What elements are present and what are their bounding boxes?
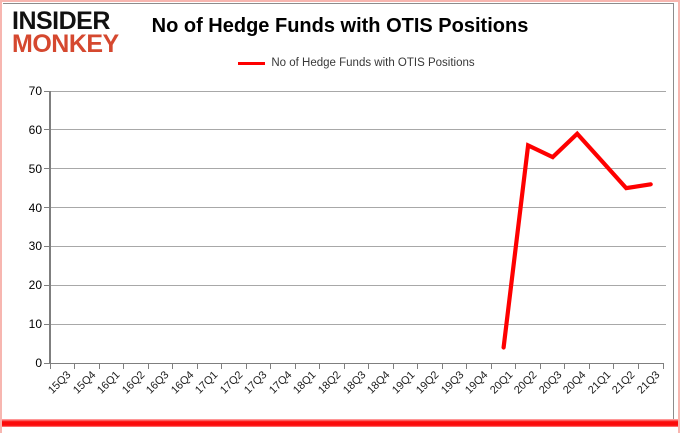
x-tick-label-20Q2: 20Q2 [512, 369, 540, 397]
x-axis-line [49, 362, 664, 364]
x-tick-mark [564, 363, 566, 369]
legend: No of Hedge Funds with OTIS Positions [50, 57, 663, 69]
y-tick-label-0: 0 [35, 356, 42, 370]
x-tick-mark [441, 363, 443, 369]
x-tick-mark [123, 363, 125, 369]
y-tick-70 [44, 90, 50, 92]
chart-border-top [3, 3, 674, 4]
x-tick-label-16Q2: 16Q2 [119, 369, 148, 397]
y-tick-label-20: 20 [28, 278, 42, 293]
series-chart-svg [501, 130, 653, 350]
x-tick-label-17Q1: 17Q1 [193, 369, 221, 397]
x-tick-label-21Q3: 21Q3 [634, 369, 663, 397]
x-tick-mark [270, 363, 272, 369]
x-tick-label-21Q1: 21Q1 [585, 369, 614, 397]
logo-text-insider: INSIDER [12, 7, 110, 35]
x-tick-mark [662, 363, 664, 369]
x-tick-label-16Q1: 16Q1 [95, 369, 123, 397]
y-tick-20 [44, 284, 50, 286]
x-tick-label-19Q1: 19Q1 [389, 369, 418, 397]
y-tick-30 [44, 245, 50, 247]
x-tick-label-18Q3: 18Q3 [340, 369, 368, 397]
y-axis-line [49, 91, 51, 364]
y-tick-10 [44, 323, 50, 325]
x-tick-label-20Q4: 20Q4 [561, 369, 589, 397]
x-tick-label-17Q4: 17Q4 [266, 369, 295, 397]
x-tick-mark [539, 363, 541, 369]
x-tick-mark [319, 363, 321, 369]
x-tick-mark [368, 363, 370, 369]
gridline-60 [50, 129, 666, 131]
x-tick-mark [588, 363, 590, 369]
y-tick-40 [44, 207, 50, 209]
y-tick-label-60: 60 [28, 122, 42, 137]
y-tick-label-10: 10 [28, 317, 42, 332]
chart-title: No of Hedge Funds with OTIS Positions [151, 15, 529, 37]
y-tick-label-30: 30 [28, 239, 42, 254]
x-tick-mark [49, 363, 51, 369]
gridline-30 [50, 245, 666, 247]
x-tick-mark [245, 363, 247, 369]
x-tick-mark [343, 363, 345, 369]
x-tick-label-18Q2: 18Q2 [315, 369, 344, 397]
x-tick-label-17Q2: 17Q2 [217, 369, 246, 397]
y-tick-label-70: 70 [28, 84, 42, 98]
x-tick-mark [74, 363, 76, 369]
gridline-70 [50, 90, 666, 92]
x-tick-mark [221, 363, 223, 369]
x-tick-label-15Q4: 15Q4 [70, 369, 99, 397]
x-tick-label-21Q2: 21Q2 [610, 369, 638, 397]
x-tick-mark [294, 363, 296, 369]
x-tick-label-20Q3: 20Q3 [536, 369, 565, 397]
gridline-10 [50, 323, 666, 325]
x-tick-label-19Q2: 19Q2 [414, 369, 442, 397]
x-tick-mark [196, 363, 198, 369]
x-tick-label-16Q4: 16Q4 [168, 369, 197, 397]
gridline-50 [50, 168, 666, 170]
x-tick-label-18Q4: 18Q4 [364, 369, 393, 397]
y-tick-50 [44, 168, 50, 170]
gridline-40 [50, 207, 666, 209]
x-tick-label-19Q3: 19Q3 [438, 369, 467, 397]
x-tick-mark [466, 363, 468, 369]
x-tick-mark [392, 363, 394, 369]
bottom-red-bar [2, 419, 678, 427]
x-tick-mark [417, 363, 419, 369]
x-tick-label-19Q4: 19Q4 [463, 369, 491, 397]
x-tick-mark [98, 363, 100, 369]
x-tick-mark [490, 363, 492, 369]
chart-border-right [673, 3, 674, 419]
y-tick-60 [44, 129, 50, 131]
x-tick-label-18Q1: 18Q1 [291, 369, 319, 397]
y-tick-label-40: 40 [28, 200, 42, 215]
x-tick-mark [613, 363, 615, 369]
x-tick-label-16Q3: 16Q3 [144, 369, 172, 397]
insider-monkey-logo: INSIDER MONKEY [12, 7, 119, 58]
x-tick-mark [147, 363, 149, 369]
x-tick-mark [637, 363, 639, 369]
legend-label: No of Hedge Funds with OTIS Positions [271, 57, 475, 69]
y-tick-label-50: 50 [28, 161, 42, 176]
legend-line-swatch [238, 61, 266, 65]
x-tick-label-20Q1: 20Q1 [487, 369, 516, 397]
series-line-otis [501, 130, 653, 350]
plot-area: 0 10 20 30 40 50 60 70 15Q3 15Q4 16Q1 16Q2 16Q3 16Q4… [29, 84, 666, 397]
y-tick-0 [44, 362, 50, 364]
x-tick-label-15Q3: 15Q3 [46, 369, 74, 397]
x-tick-mark [515, 363, 517, 369]
logo-text-monkey: MONKEY [12, 30, 119, 58]
gridline-20 [50, 284, 666, 286]
x-tick-label-17Q3: 17Q3 [242, 369, 270, 397]
x-tick-mark [172, 363, 174, 369]
